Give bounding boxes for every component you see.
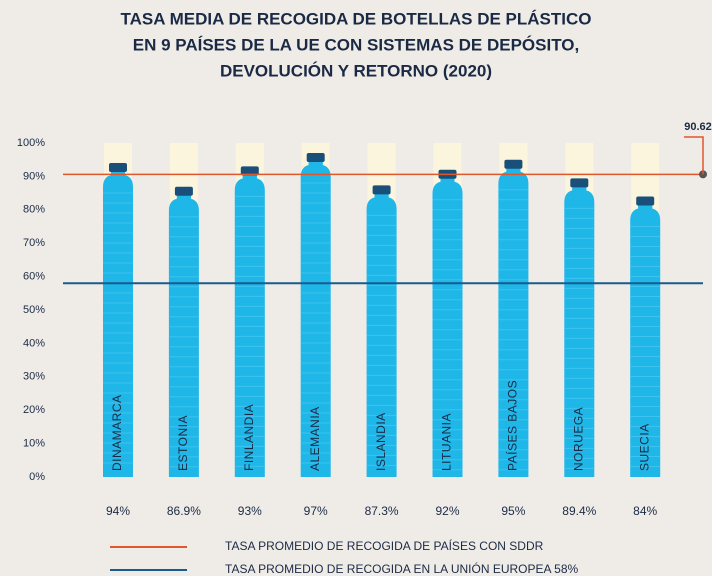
bottle-cap [636,196,654,205]
value-label: 97% [304,504,328,518]
bottle-cap [307,153,325,162]
category-label: ESTONIA [176,415,190,471]
bottle-cap [175,187,193,196]
value-label: 94% [106,504,130,518]
value-label: 86.9% [167,504,201,518]
value-label: 93% [238,504,262,518]
value-label: 89.4% [562,504,596,518]
y-tick-label: 40% [23,337,45,349]
value-label: 87.3% [365,504,399,518]
legend-label: TASA PROMEDIO DE RECOGIDA EN LA UNIÓN EU… [225,561,579,576]
y-tick-label: 0% [29,471,45,483]
y-tick-label: 100% [17,137,45,149]
bottle-cap [109,163,127,172]
category-label: NORUEGA [571,407,585,471]
chart-title: DEVOLUCIÓN Y RETORNO (2020) [220,61,492,80]
y-tick-label: 80% [23,204,45,216]
y-tick-label: 20% [23,404,45,416]
value-label: 95% [501,504,525,518]
category-label: LITUANIA [440,413,454,471]
category-label: ALEMANIA [308,406,322,471]
y-tick-label: 70% [23,237,45,249]
y-tick-label: 90% [23,170,45,182]
category-label: DINAMARCA [110,394,124,471]
annotation-label: 90.62 [684,121,712,133]
y-tick-label: 30% [23,371,45,383]
value-label: 92% [435,504,459,518]
page: TASA MEDIA DE RECOGIDA DE BOTELLAS DE PL… [0,0,712,576]
category-label: PAÍSES BAJOS [505,380,520,471]
chart-title: EN 9 PAÍSES DE LA UE CON SISTEMAS DE DEP… [133,35,580,54]
chart-title: TASA MEDIA DE RECOGIDA DE BOTELLAS DE PL… [121,9,592,28]
category-label: SUECIA [637,423,651,471]
bottle-cap [504,160,522,169]
value-label: 84% [633,504,657,518]
chart: TASA MEDIA DE RECOGIDA DE BOTELLAS DE PL… [0,0,712,576]
bottle-cap [570,178,588,187]
category-label: ISLANDIA [374,412,388,471]
y-tick-label: 10% [23,438,45,450]
y-tick-label: 50% [23,304,45,316]
bottle-cap [373,185,391,194]
y-tick-label: 60% [23,271,45,283]
legend-label: TASA PROMEDIO DE RECOGIDA DE PAÍSES CON … [225,538,544,553]
category-label: FINLANDIA [242,404,256,471]
